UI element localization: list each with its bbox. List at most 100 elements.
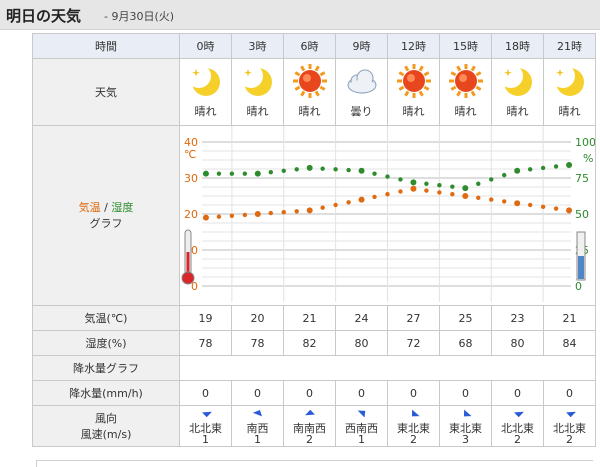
weather-text: 晴れ (194, 105, 217, 118)
page-header: 明日の天気 - 9月30日(火) (0, 0, 600, 30)
interp-dot (229, 213, 235, 218)
interp-dot (242, 212, 248, 218)
weather-text: 晴れ (246, 105, 269, 118)
temp-point (202, 214, 209, 221)
right-axis-tick: 75 (575, 172, 589, 185)
weather-text: 晴れ (298, 105, 321, 118)
series-humidity (202, 162, 573, 192)
right-axis-tick: 100 (575, 136, 595, 149)
wind-direction: 南西 (246, 422, 269, 435)
graph-label-temp: 気温 (78, 200, 101, 214)
weather-text: 晴れ (454, 105, 477, 118)
interp-dot (527, 202, 533, 208)
wind-arrow-icon (252, 408, 264, 417)
wind-direction: 南南西 (293, 422, 326, 435)
precip-graph-cell (179, 355, 596, 381)
hour-6: 18時 (491, 33, 544, 59)
graph-label-graph: グラフ (89, 216, 123, 230)
interp-dot (385, 174, 390, 179)
right-axis-unit: % (583, 152, 593, 165)
wind-cell: 北北東 2 (543, 405, 596, 447)
wind-cell: 南西 1 (231, 405, 284, 447)
wind-direction: 東北東 (449, 422, 482, 435)
humidity-point (462, 185, 469, 192)
interp-dot (502, 172, 507, 178)
moon-icon (499, 63, 536, 99)
temp-point (306, 207, 313, 214)
temp-point (358, 196, 365, 203)
chart-grid (202, 141, 571, 287)
wind-direction: 東北東 (397, 422, 430, 435)
forecast-date: - 9月30日(火) (104, 10, 175, 23)
interp-dot (242, 171, 248, 176)
hour-7: 21時 (543, 33, 596, 59)
humidity-gauge-icon (576, 231, 586, 281)
humidity-value: 72 (387, 330, 440, 356)
humidity-row: 湿度(%) 78 78 82 80 72 68 80 84 (32, 330, 596, 356)
precip-value: 0 (491, 380, 544, 406)
hour-2: 6時 (283, 33, 336, 59)
graph-cell: 010203040℃0255075100% (179, 125, 596, 306)
next-section-edge (36, 460, 593, 467)
left-axis-tick: 40 (184, 136, 198, 149)
humidity-point (254, 170, 261, 177)
left-axis-unit: ℃ (184, 148, 196, 161)
temp-point (462, 193, 469, 199)
interp-dot (268, 170, 273, 175)
wind-cell: 東北東 2 (387, 405, 440, 447)
graph-row: 気温 / 湿度 グラフ 010203040℃0255075100% (32, 125, 596, 306)
series-temperature (202, 185, 573, 221)
wind-cell: 西南西 1 (335, 405, 388, 447)
wind-cell: 東北東 3 (439, 405, 492, 447)
humidity-point (566, 162, 573, 169)
moon-icon (551, 63, 588, 99)
forecast-table: 時間 0時 3時 6時 9時 12時 15時 18時 21時 天気 晴れ 晴れ 晴れ 曇り 晴れ 晴れ 晴… (32, 33, 596, 447)
interp-dot (553, 164, 559, 169)
interp-dot (476, 181, 481, 186)
wind-arrow-icon (201, 408, 212, 418)
graph-label-sep: / (100, 200, 112, 214)
temp-point (514, 200, 521, 207)
weather-cell: 晴れ (439, 58, 492, 126)
humidity-label: 湿度(%) (32, 330, 180, 356)
interp-dot (281, 210, 286, 215)
temp-value: 19 (179, 305, 232, 331)
wind-arrow-icon (409, 408, 420, 417)
weather-cell: 曇り (335, 58, 388, 126)
graph-label-humid: 湿度 (111, 200, 134, 214)
temp-value: 20 (231, 305, 284, 331)
wind-arrow-icon (357, 408, 368, 418)
wind-speed: 1 (254, 433, 261, 446)
temp-value: 24 (335, 305, 388, 331)
precip-value: 0 (387, 380, 440, 406)
temp-value: 25 (439, 305, 492, 331)
wind-speed: 1 (358, 433, 365, 446)
interp-dot (385, 192, 390, 197)
interp-dot (320, 205, 325, 210)
temp-point (410, 185, 417, 192)
interp-dot (450, 184, 455, 189)
temp-humidity-chart: 010203040℃0255075100% (181, 126, 596, 302)
moon-icon (187, 63, 224, 99)
humidity-point (306, 164, 313, 171)
interp-dot (424, 181, 429, 186)
temp-row: 気温(℃) 19 20 21 24 27 25 23 21 (32, 305, 596, 331)
interp-dot (268, 210, 273, 216)
wind-arrow-icon (565, 408, 576, 418)
interp-dot (437, 183, 442, 188)
temp-point (566, 207, 573, 214)
weather-cell: 晴れ (491, 58, 544, 126)
wind-row: 風向 風速(m/s) 北北東 1 南西 1 南南西 2 西南西 1 東北東 2 東北東 3 北北東 2 北北… (32, 405, 596, 447)
precip-value: 0 (179, 380, 232, 406)
wind-direction: 北北東 (501, 422, 534, 435)
wind-speed: 3 (462, 433, 469, 446)
hour-3: 9時 (335, 33, 388, 59)
right-axis-tick: 50 (575, 208, 589, 221)
precip-label: 降水量(mm/h) (32, 380, 180, 406)
interp-dot (281, 168, 286, 173)
wind-dir-label: 風向 (95, 412, 117, 425)
interp-dot (229, 171, 235, 176)
interp-dot (476, 195, 481, 200)
humidity-value: 78 (231, 330, 284, 356)
